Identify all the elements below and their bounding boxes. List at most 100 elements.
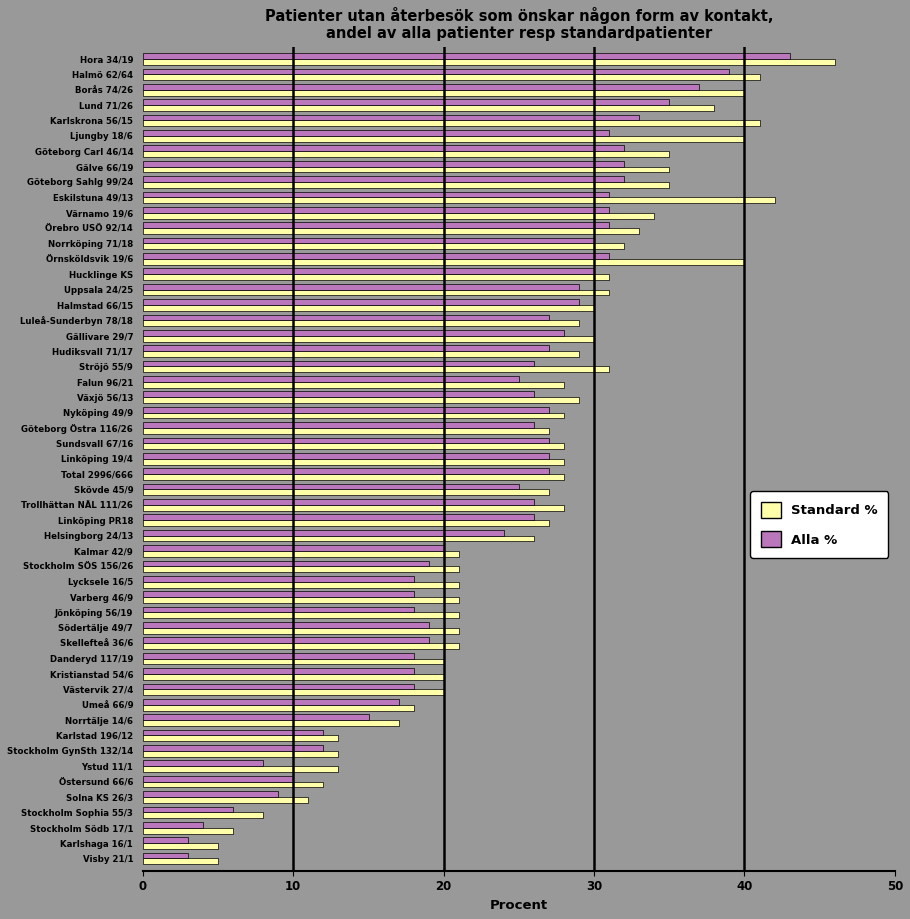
X-axis label: Procent: Procent [490,899,548,912]
Bar [143,305,594,311]
Bar [143,437,549,443]
Bar [143,459,564,465]
Bar [143,828,233,834]
Bar [143,674,444,680]
Bar [143,689,444,695]
Bar [143,720,399,726]
Title: Patienter utan återbesök som önskar någon form av kontakt,
andel av alla patient: Patienter utan återbesök som önskar någo… [265,7,774,41]
Legend: Standard %, Alla %: Standard %, Alla % [750,492,888,558]
Bar [143,791,278,797]
Bar [143,714,369,720]
Bar [143,228,639,234]
Bar [143,529,504,536]
Bar [143,84,700,90]
Bar [143,474,564,480]
Bar [143,238,594,244]
Bar [143,351,579,357]
Bar [143,166,669,173]
Bar [143,638,429,643]
Bar [143,483,519,490]
Bar [143,566,459,573]
Bar [143,300,579,305]
Bar [143,684,414,689]
Bar [143,244,624,249]
Bar [143,59,834,65]
Bar [143,705,414,710]
Bar [143,853,188,858]
Bar [143,259,744,265]
Bar [143,515,534,520]
Bar [143,274,609,280]
Bar [143,90,744,96]
Bar [143,837,188,843]
Bar [143,505,564,511]
Bar [143,115,639,120]
Bar [143,382,564,388]
Bar [143,212,654,219]
Bar [143,284,579,289]
Bar [143,99,669,105]
Bar [143,520,549,526]
Bar [143,745,323,751]
Bar [143,222,609,228]
Bar [143,628,459,634]
Bar [143,469,549,474]
Bar [143,858,218,865]
Bar [143,136,744,142]
Bar [143,413,564,418]
Bar [143,428,549,434]
Bar [143,551,459,557]
Bar [143,145,624,152]
Bar [143,289,609,295]
Bar [143,652,414,659]
Bar [143,561,429,566]
Bar [143,367,609,372]
Bar [143,760,263,766]
Bar [143,612,459,618]
Bar [143,453,549,459]
Bar [143,812,263,818]
Bar [143,191,609,198]
Bar [143,582,459,587]
Bar [143,668,414,674]
Bar [143,152,669,157]
Bar [143,822,203,828]
Bar [143,622,429,628]
Bar [143,766,339,772]
Bar [143,376,519,382]
Bar [143,751,339,756]
Bar [143,360,534,367]
Bar [143,253,609,259]
Bar [143,443,564,449]
Bar [143,698,399,705]
Bar [143,536,534,541]
Bar [143,53,790,59]
Bar [143,490,549,495]
Bar [143,397,579,403]
Bar [143,330,564,335]
Bar [143,797,308,803]
Bar [143,69,730,74]
Bar [143,735,339,742]
Bar [143,207,609,212]
Bar [143,591,414,597]
Bar [143,130,609,136]
Bar [143,198,774,203]
Bar [143,499,534,505]
Bar [143,74,760,80]
Bar [143,391,534,397]
Bar [143,597,459,603]
Bar [143,807,233,812]
Bar [143,321,579,326]
Bar [143,607,414,612]
Bar [143,120,760,126]
Bar [143,176,624,182]
Bar [143,659,444,664]
Bar [143,576,414,582]
Bar [143,268,594,274]
Bar [143,335,594,342]
Bar [143,182,669,187]
Bar [143,781,323,788]
Bar [143,843,218,849]
Bar [143,422,534,428]
